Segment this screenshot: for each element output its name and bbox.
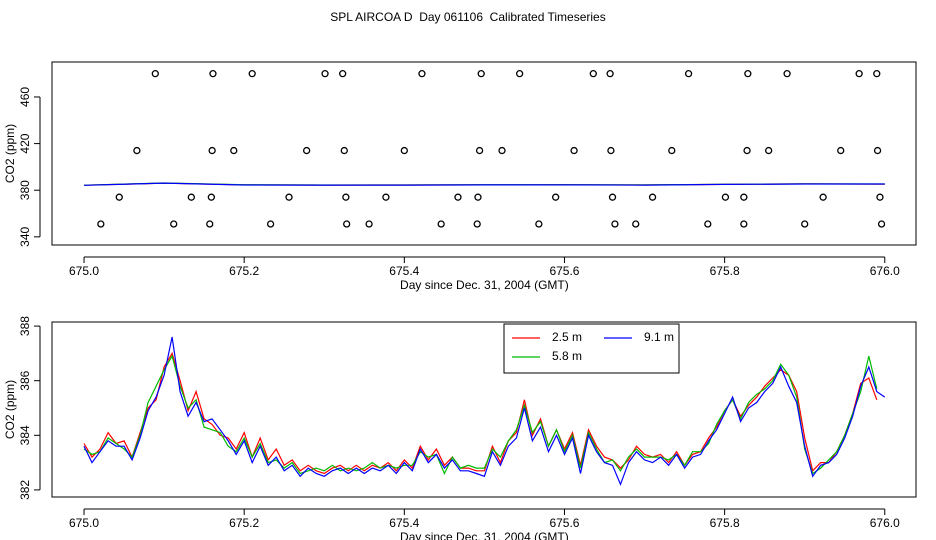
calibration-point	[321, 70, 329, 78]
calibration-point	[437, 220, 445, 228]
calibration-point	[783, 70, 791, 78]
calibration-point	[801, 220, 809, 228]
calibration-point	[740, 193, 748, 201]
calibration-point	[365, 220, 373, 228]
calibration-point	[570, 146, 578, 155]
calibration-point	[873, 146, 882, 155]
y-tick-label: 386	[18, 370, 32, 390]
series-line	[83, 182, 885, 186]
y-axis-label: CO2 (ppm)	[3, 124, 17, 183]
calibration-point	[206, 220, 214, 228]
y-tick-label: 340	[18, 227, 32, 247]
y-tick-label: 388	[18, 316, 32, 336]
legend-label: 2.5 m	[552, 330, 582, 344]
calibration-point	[855, 70, 863, 78]
y-tick-label: 382	[18, 480, 32, 500]
x-axis-label: Day since Dec. 31, 2004 (GMT)	[400, 278, 569, 292]
legend-box	[503, 323, 680, 374]
x-tick-label: 675.0	[69, 264, 99, 278]
calibration-point	[684, 70, 693, 78]
x-tick-label: 676.0	[870, 516, 900, 530]
calibration-point	[266, 220, 275, 228]
calibration-point	[876, 193, 884, 201]
calibration-point	[343, 220, 351, 228]
calibration-point	[607, 146, 615, 155]
chart-title: SPL AIRCOA D Day 061106 Calibrated Times…	[330, 10, 605, 24]
calibration-point	[704, 220, 712, 228]
calibration-point	[248, 70, 256, 78]
calibration-point	[837, 146, 845, 155]
legend-label: 5.8 m	[552, 349, 582, 363]
calibration-point	[589, 70, 597, 78]
calibration-point	[230, 146, 238, 155]
calibration-point	[418, 70, 426, 78]
series-line	[83, 336, 886, 487]
legend-label: 9.1 m	[644, 330, 674, 344]
calibration-point	[648, 193, 657, 201]
calibration-point	[552, 193, 560, 201]
calibration-point	[668, 146, 676, 155]
calibration-point	[285, 193, 293, 201]
series-line	[83, 351, 878, 475]
calibration-point	[477, 70, 485, 78]
calibration-point	[765, 146, 773, 155]
calibration-point	[342, 193, 350, 201]
calibration-point	[743, 146, 751, 155]
y-tick-label: 380	[18, 180, 32, 200]
calibration-point	[608, 193, 617, 201]
calibration-point	[873, 70, 881, 78]
calibration-point	[454, 193, 462, 201]
calibration-point	[473, 220, 481, 228]
calibration-point	[187, 193, 195, 201]
calibration-point	[877, 220, 886, 228]
x-tick-label: 675.6	[549, 516, 579, 530]
calibration-point	[97, 220, 105, 228]
calibration-point	[606, 70, 614, 78]
calibration-point	[400, 146, 408, 155]
calibration-point	[515, 70, 524, 78]
calibration-point	[170, 220, 178, 228]
y-tick-label: 460	[18, 87, 32, 107]
calibration-point	[302, 146, 311, 155]
calibration-point	[632, 220, 640, 228]
x-tick-label: 676.0	[870, 264, 900, 278]
legend: 2.5 m 5.8 m 9.1 m	[503, 323, 680, 374]
x-tick-label: 675.2	[229, 264, 259, 278]
calibration-point	[535, 220, 543, 228]
calibration-point	[721, 193, 730, 201]
calibration-point	[382, 193, 390, 201]
x-tick-label: 675.4	[389, 516, 419, 530]
calibration-point	[209, 70, 217, 78]
calibration-point	[474, 193, 482, 201]
x-tick-label: 675.8	[710, 264, 740, 278]
calibration-point	[340, 146, 348, 155]
x-tick-label: 675.8	[710, 516, 740, 530]
calibration-point	[207, 193, 215, 201]
calibration-point	[740, 220, 748, 228]
calibration-point	[611, 220, 619, 228]
calibration-point	[744, 70, 752, 78]
x-axis-label: Day since Dec. 31, 2004 (GMT)	[400, 530, 569, 540]
y-tick-label: 420	[18, 133, 32, 153]
series-line	[83, 354, 878, 475]
calibration-point	[115, 193, 123, 201]
calibration-point	[151, 70, 159, 78]
x-tick-label: 675.6	[549, 264, 579, 278]
y-axis-label: CO2 (ppm)	[3, 380, 17, 439]
x-tick-label: 675.4	[389, 264, 419, 278]
plot-frame	[51, 321, 917, 498]
calibration-point	[819, 193, 827, 201]
calibration-point	[133, 146, 141, 155]
calibration-point	[498, 146, 506, 155]
y-tick-label: 384	[18, 425, 32, 445]
plot-frame	[51, 61, 917, 246]
calibration-point	[339, 70, 347, 78]
calibration-point	[208, 146, 216, 155]
calibration-point	[475, 146, 484, 155]
x-tick-label: 675.2	[229, 516, 259, 530]
x-tick-label: 675.0	[69, 516, 99, 530]
